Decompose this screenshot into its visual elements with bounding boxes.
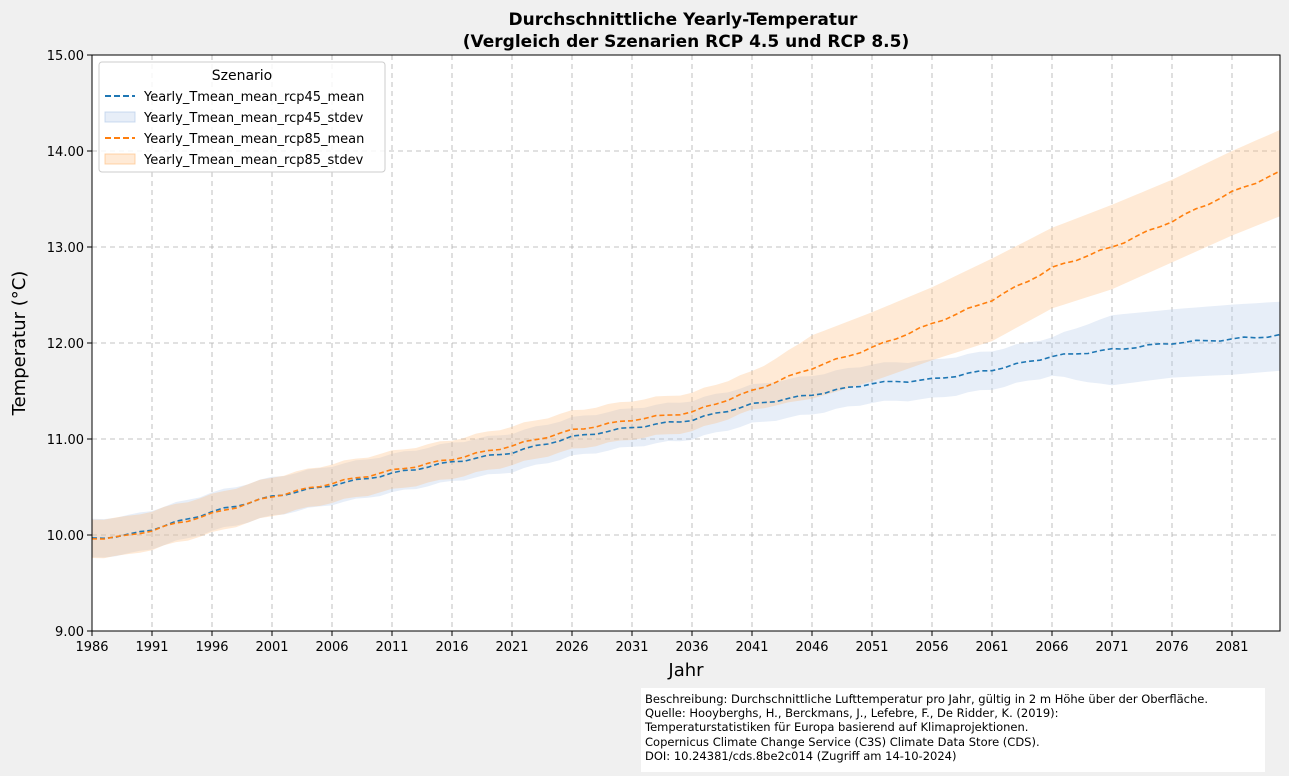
y-tick-label: 14.00 [47, 145, 84, 160]
chart-title: Durchschnittliche Yearly-Temperatur (Ver… [463, 10, 909, 52]
legend-title: Szenario [212, 68, 273, 84]
x-tick-label: 2066 [1035, 640, 1068, 655]
x-tick-label: 2071 [1095, 640, 1128, 655]
x-tick-label: 2061 [975, 640, 1008, 655]
legend-entry-rcp45-stdev: Yearly_Tmean_mean_rcp45_stdev [143, 111, 364, 126]
x-tick-label: 2011 [375, 640, 408, 655]
stdev-bands [92, 129, 1280, 559]
y-tick-label: 9.00 [55, 625, 84, 640]
x-axis-ticks: 1986 1991 1996 2001 2006 2011 2016 2021 2026 2031… [75, 631, 1249, 655]
x-tick-label: 2026 [555, 640, 588, 655]
chart-title-line-1: Durchschnittliche Yearly-Temperatur [509, 10, 859, 30]
mean-lines [91, 170, 1281, 540]
mean-line-1 [91, 170, 1281, 540]
stdev-band-0 [92, 301, 1280, 558]
x-tick-label: 2016 [435, 640, 468, 655]
source-caption: Beschreibung: Durchschnittliche Lufttemp… [641, 688, 1265, 772]
chart-title-line-2: (Vergleich der Szenarien RCP 4.5 und RCP… [463, 32, 909, 52]
legend-entry-rcp45-mean: Yearly_Tmean_mean_rcp45_mean [143, 90, 364, 105]
x-tick-label: 2006 [315, 640, 348, 655]
x-tick-label: 2051 [855, 640, 888, 655]
y-tick-label: 12.00 [47, 337, 84, 352]
x-tick-label: 2046 [795, 640, 828, 655]
x-tick-label: 1986 [75, 640, 108, 655]
y-tick-label: 11.00 [47, 433, 84, 448]
x-tick-label: 2031 [615, 640, 648, 655]
mean-line-0 [91, 333, 1281, 540]
caption-source-title: Temperaturstatistiken für Europa basiere… [645, 720, 1029, 735]
legend-entry-rcp85-mean: Yearly_Tmean_mean_rcp85_mean [143, 132, 364, 147]
x-axis-label: Jahr [667, 660, 704, 681]
legend: Szenario Yearly_Tmean_mean_rcp45_mean Ye… [98, 61, 386, 173]
x-tick-label: 2076 [1155, 640, 1188, 655]
x-tick-label: 1996 [195, 640, 228, 655]
y-axis-label: Temperatur (°C) [9, 271, 30, 417]
x-tick-label: 1991 [135, 640, 168, 655]
caption-description: Beschreibung: Durchschnittliche Lufttemp… [645, 692, 1208, 706]
x-tick-label: 2056 [915, 640, 948, 655]
legend-box [98, 61, 386, 173]
x-tick-label: 2021 [495, 640, 528, 655]
caption-doi: DOI: 10.24381/cds.8be2c014 (Zugriff am 1… [645, 748, 957, 763]
y-tick-label: 10.00 [47, 529, 84, 544]
y-axis-ticks: 9.00 10.00 11.00 12.00 13.00 14.00 15.00 [47, 49, 92, 640]
caption-publisher: Copernicus Climate Change Service (C3S) … [645, 734, 1040, 749]
legend-entry-rcp85-stdev: Yearly_Tmean_mean_rcp85_stdev [143, 153, 364, 168]
y-tick-label: 13.00 [47, 241, 84, 256]
y-tick-label: 15.00 [47, 49, 84, 64]
legend-swatch-rcp45-stdev [104, 111, 136, 123]
x-tick-label: 2001 [255, 640, 288, 655]
x-tick-label: 2036 [675, 640, 708, 655]
stdev-band-1 [92, 129, 1280, 559]
legend-swatch-rcp85-stdev [104, 153, 136, 165]
x-tick-label: 2081 [1215, 640, 1248, 655]
caption-source: Quelle: Hooyberghs, H., Berckmans, J., L… [645, 706, 1059, 721]
x-tick-label: 2041 [735, 640, 768, 655]
